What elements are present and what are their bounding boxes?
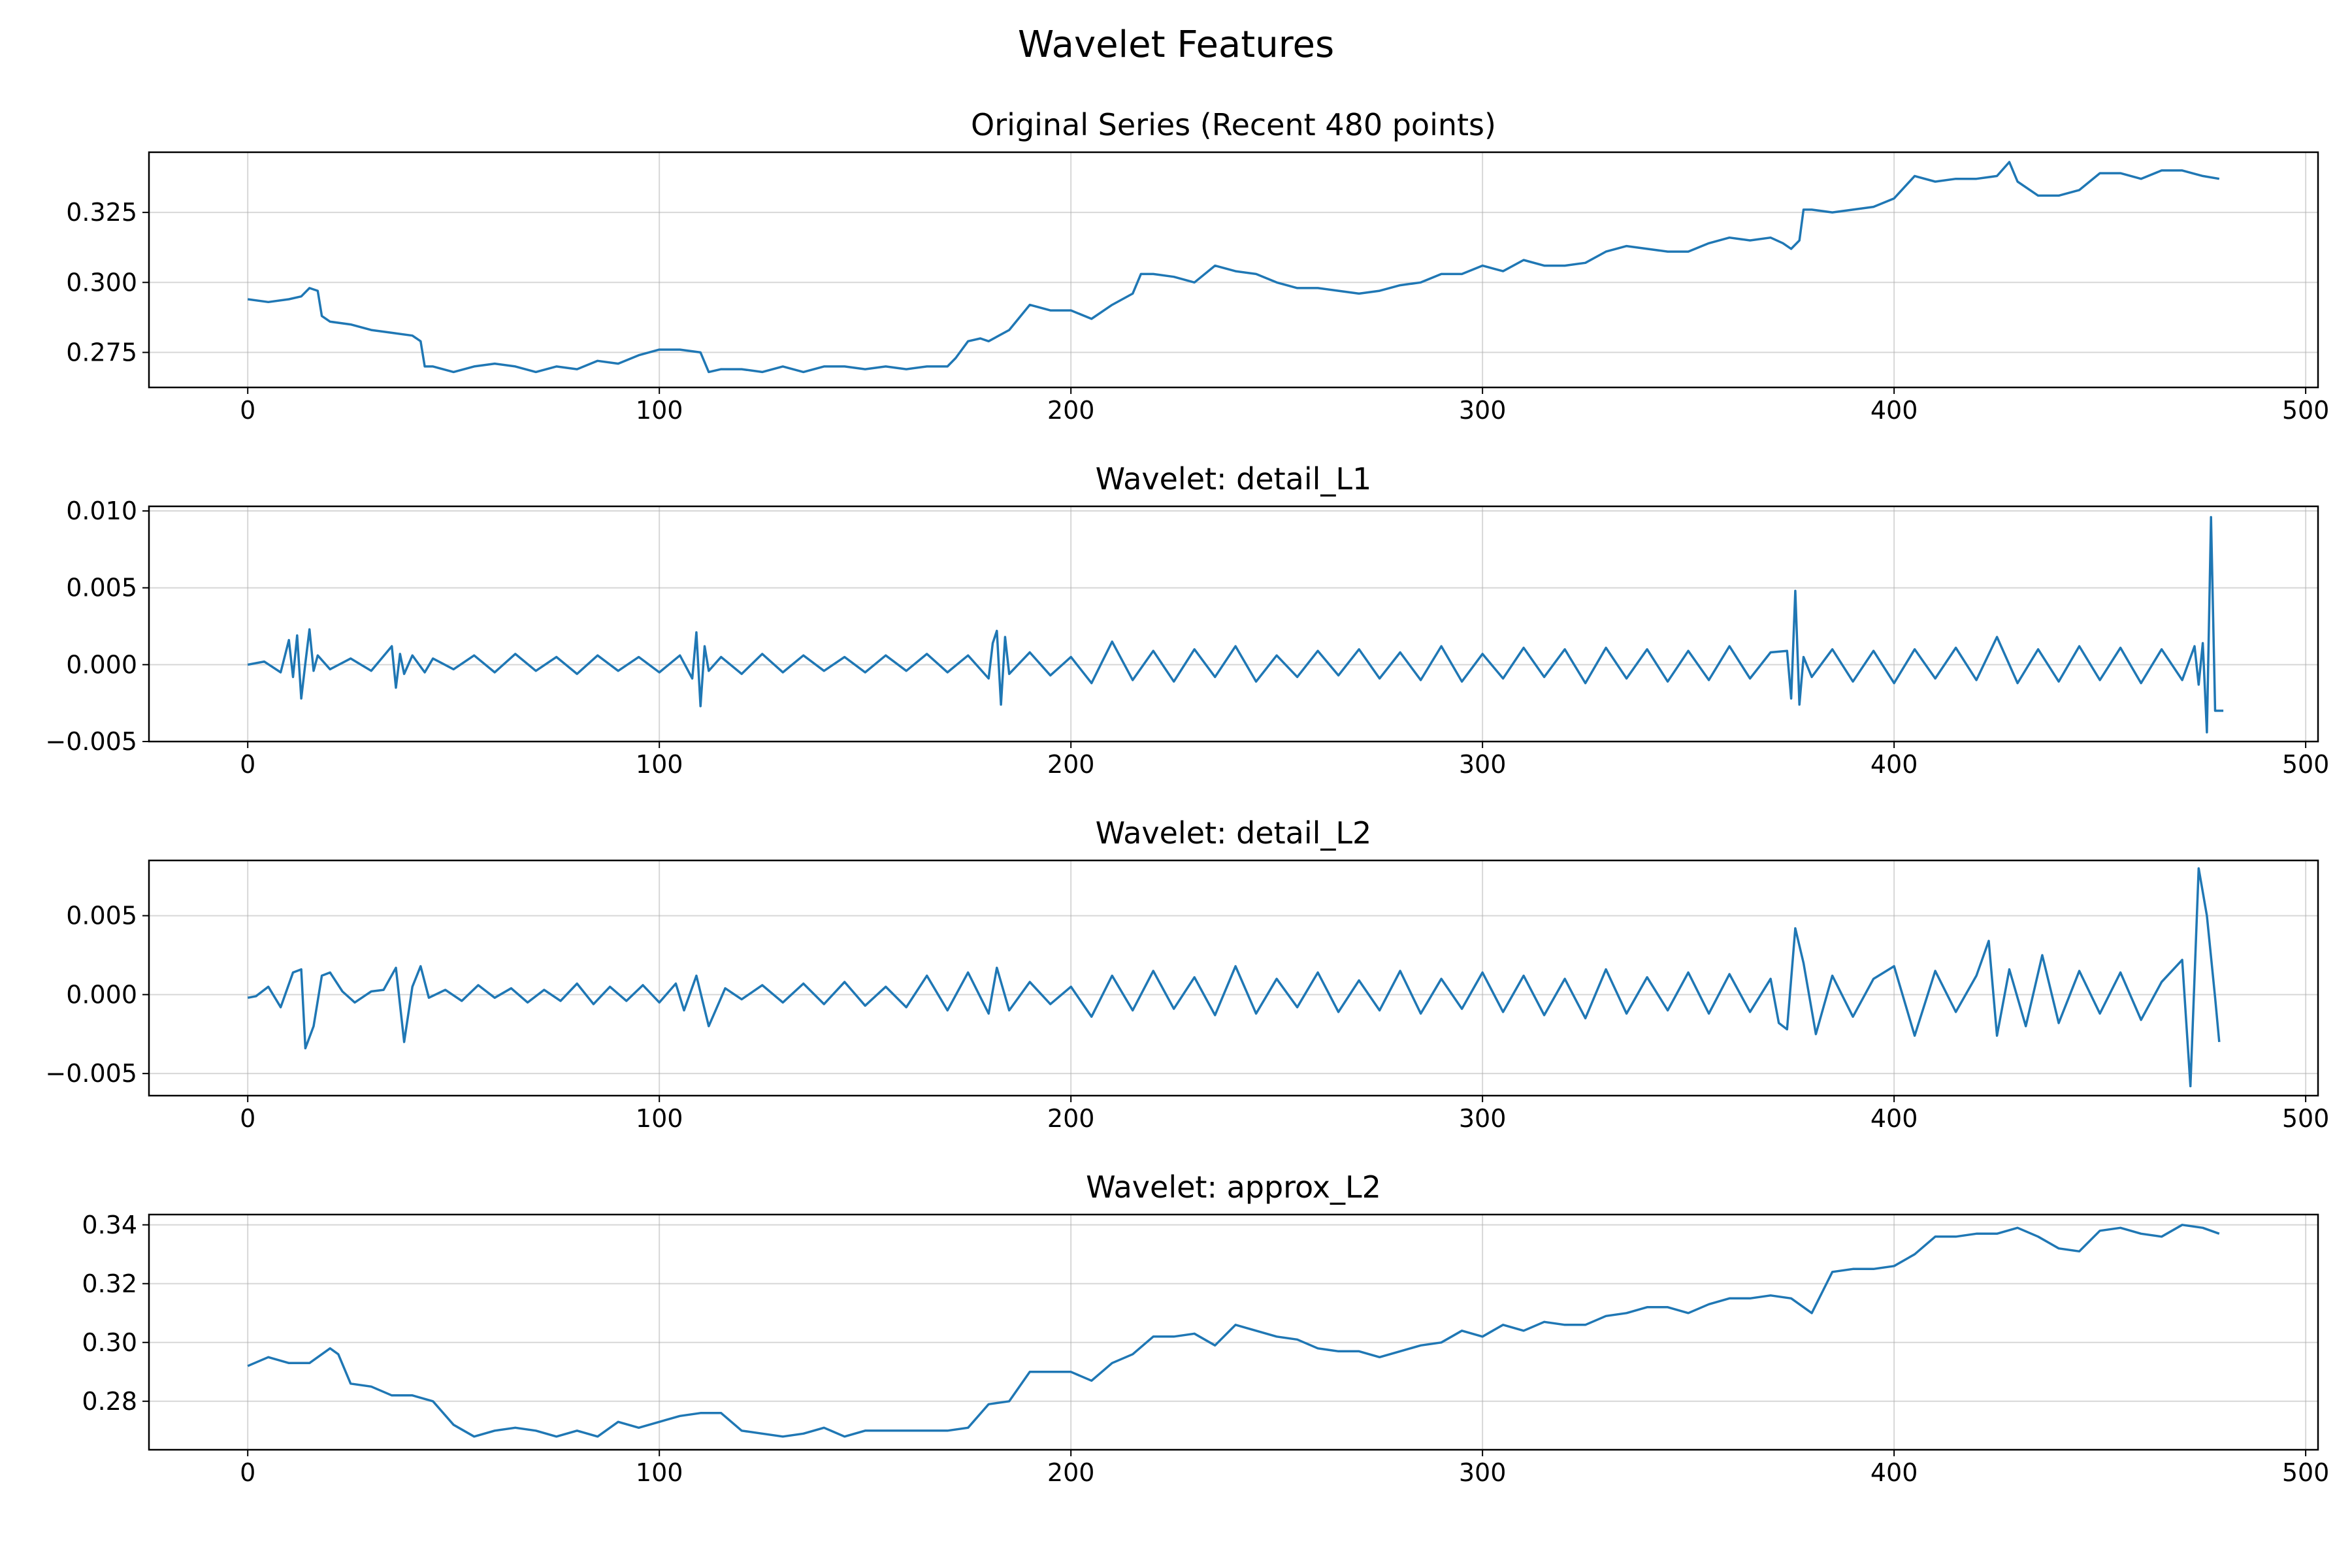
- approx-l2-xtick-label: 100: [636, 1458, 683, 1487]
- detail-l1-panel: 0 100 200 300 400 500 −0.005 0.000 0.005 0.010 Wav…: [45, 461, 2329, 779]
- approx-l2-ytick-label: 0.32: [82, 1269, 137, 1298]
- detail-l1-axes-frame: [148, 505, 2319, 743]
- detail-l2-ytick-label: 0.005: [66, 902, 137, 930]
- detail-l2-ytick-label: 0.000: [66, 980, 137, 1009]
- detail-l1-ytick-label: −0.005: [45, 727, 137, 756]
- approx-l2-line: [247, 1224, 2220, 1438]
- original-series-ytick-label: 0.300: [66, 268, 137, 297]
- approx-l2-xtick-label: 300: [1459, 1458, 1507, 1487]
- original-series-axes-frame: [148, 151, 2319, 389]
- approx-l2-ytick-label: 0.30: [82, 1328, 137, 1357]
- original-series-xtick-label: 400: [1870, 396, 1918, 425]
- approx-l2-axes-frame: [148, 1213, 2319, 1451]
- detail-l2-xtick-label: 500: [2282, 1104, 2330, 1133]
- detail-l2-xtick-label: 100: [636, 1104, 683, 1133]
- approx-l2-ytick-label: 0.28: [82, 1387, 137, 1416]
- detail-l2-panel: 0 100 200 300 400 500 −0.005 0.000 0.005 Wavelet:…: [45, 815, 2329, 1133]
- original-series-title: Original Series (Recent 480 points): [971, 107, 1496, 142]
- approx-l2-xtick-label: 0: [240, 1458, 255, 1487]
- detail-l1-ytick-label: 0.005: [66, 574, 137, 602]
- approx-l2-xtick-label: 500: [2282, 1458, 2330, 1487]
- original-series-ytick-label: 0.325: [66, 198, 137, 227]
- detail-l2-xtick-label: 200: [1047, 1104, 1095, 1133]
- detail-l2-title: Wavelet: detail_L2: [1096, 815, 1372, 851]
- detail-l1-title: Wavelet: detail_L1: [1096, 461, 1372, 497]
- approx-l2-title: Wavelet: approx_L2: [1086, 1169, 1381, 1205]
- detail-l1-ytick-label: 0.000: [66, 650, 137, 679]
- detail-l2-xtick-label: 300: [1459, 1104, 1507, 1133]
- original-series-xtick-label: 100: [636, 396, 683, 425]
- detail-l1-xtick-label: 300: [1459, 750, 1507, 779]
- approx-l2-xtick-label: 400: [1870, 1458, 1918, 1487]
- figure-title: Wavelet Features: [1017, 24, 1335, 66]
- approx-l2-ytick-label: 0.34: [82, 1211, 137, 1239]
- approx-l2-panel: 0 100 200 300 400 500 0.28 0.30 0.32 0.34 Wavelet:…: [82, 1169, 2329, 1487]
- original-series-xtick-label: 300: [1459, 396, 1507, 425]
- detail-l2-xtick-label: 0: [240, 1104, 255, 1133]
- detail-l2-axes-frame: [148, 859, 2319, 1097]
- detail-l1-line: [247, 515, 2224, 734]
- original-series-xtick-label: 0: [240, 396, 255, 425]
- original-series-xtick-label: 200: [1047, 396, 1095, 425]
- original-series-line: [247, 161, 2220, 374]
- detail-l1-xtick-label: 0: [240, 750, 255, 779]
- detail-l1-xtick-label: 200: [1047, 750, 1095, 779]
- original-series-ytick-label: 0.275: [66, 338, 137, 367]
- detail-l2-line: [247, 867, 2221, 1088]
- detail-l1-xtick-label: 500: [2282, 750, 2330, 779]
- detail-l1-ytick-label: 0.010: [66, 497, 137, 525]
- original-series-xtick-label: 500: [2282, 396, 2330, 425]
- detail-l2-ytick-label: −0.005: [45, 1059, 137, 1088]
- detail-l2-xtick-label: 400: [1870, 1104, 1918, 1133]
- approx-l2-xtick-label: 200: [1047, 1458, 1095, 1487]
- detail-l1-xtick-label: 400: [1870, 750, 1918, 779]
- detail-l1-xtick-label: 100: [636, 750, 683, 779]
- original-series-panel: 0 100 200 300 400 500 0.275 0.300 0.325 Original …: [66, 107, 2329, 425]
